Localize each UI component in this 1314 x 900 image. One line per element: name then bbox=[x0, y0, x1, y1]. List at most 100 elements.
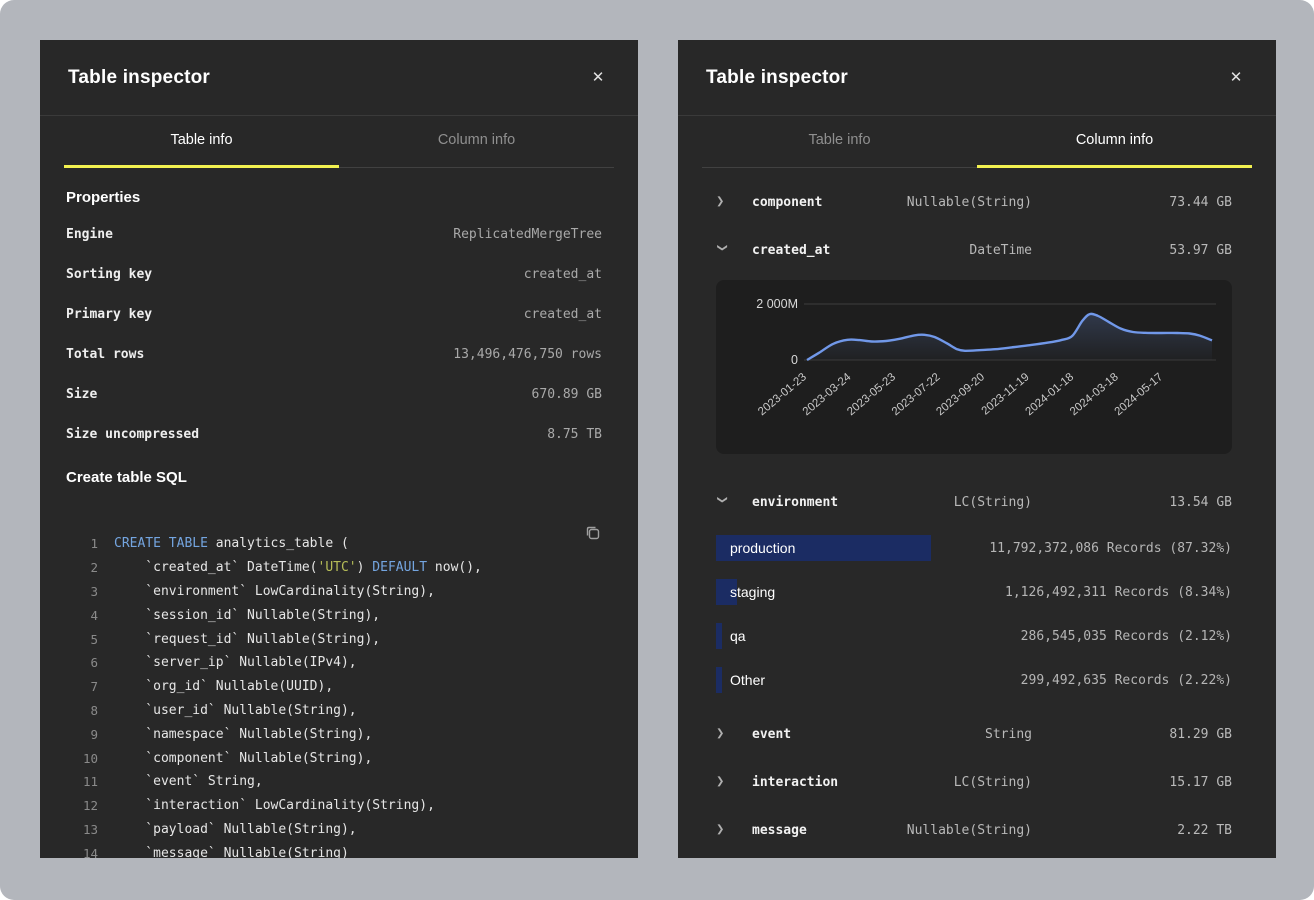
sql-token: `created_at` DateTime( bbox=[114, 560, 318, 575]
chevron-right-icon: ❯ bbox=[716, 728, 728, 739]
value-records: 286,545,035 Records (2.12%) bbox=[1021, 629, 1232, 644]
property-value: created_at bbox=[524, 267, 602, 282]
column-name: interaction bbox=[752, 775, 892, 790]
sql-token: CREATE TABLE bbox=[114, 536, 208, 551]
value-records: 1,126,492,311 Records (8.34%) bbox=[1005, 585, 1232, 600]
copy-button[interactable] bbox=[584, 524, 602, 547]
close-icon[interactable]: ✕ bbox=[586, 66, 610, 90]
x-axis-tick: 2024-05-17 bbox=[1113, 371, 1166, 418]
column-size: 13.54 GB bbox=[1032, 495, 1232, 510]
column-row-interaction[interactable]: ❯interactionLC(String)15.17 GB bbox=[678, 758, 1276, 806]
sql-token: `message` Nullable(String) bbox=[114, 846, 349, 858]
modal-header: Table inspector ✕ bbox=[40, 40, 638, 116]
line-number: 13 bbox=[66, 822, 98, 837]
value-label: production bbox=[730, 540, 795, 556]
property-label: Primary key bbox=[66, 307, 152, 322]
x-axis-tick: 2024-01-18 bbox=[1023, 371, 1076, 418]
table-inspector-modal-column-info: Table inspector ✕ Table info Column info… bbox=[678, 40, 1276, 858]
table-inspector-modal-table-info: Table inspector ✕ Table info Column info… bbox=[40, 40, 638, 858]
column-type: Nullable(String) bbox=[892, 823, 1032, 838]
property-value: created_at bbox=[524, 307, 602, 322]
x-axis-tick: 2023-09-20 bbox=[934, 371, 987, 418]
chevron-down-icon: ❯ bbox=[717, 495, 728, 507]
sql-token: `component` Nullable(String), bbox=[114, 751, 372, 766]
value-records: 299,492,635 Records (2.22%) bbox=[1021, 673, 1232, 688]
sql-code-line: 7 `org_id` Nullable(UUID), bbox=[66, 675, 612, 699]
line-number: 4 bbox=[66, 608, 98, 623]
column-name: component bbox=[752, 195, 892, 210]
sql-code-line: 8 `user_id` Nullable(String), bbox=[66, 699, 612, 723]
column-row-component[interactable]: ❯ componentNullable(String)73.44 GB bbox=[678, 178, 1276, 226]
column-size: 2.22 TB bbox=[1032, 823, 1232, 838]
chevron-right-icon: ❯ bbox=[716, 196, 728, 207]
modal-title: Table inspector bbox=[706, 67, 848, 89]
tab-column-info[interactable]: Column info bbox=[339, 116, 614, 168]
property-row: Sorting keycreated_at bbox=[40, 254, 638, 294]
sql-code-line: 5 `request_id` Nullable(String), bbox=[66, 627, 612, 651]
value-label: qa bbox=[730, 628, 746, 644]
property-value: ReplicatedMergeTree bbox=[453, 227, 602, 242]
value-bar bbox=[716, 667, 722, 693]
sql-token: `event` String, bbox=[114, 774, 263, 789]
sql-token: ) bbox=[357, 560, 373, 575]
property-value: 8.75 TB bbox=[547, 427, 602, 442]
sql-lines: 1CREATE TABLE analytics_table (2 `create… bbox=[66, 532, 612, 858]
value-bar bbox=[716, 623, 722, 649]
column-row-event[interactable]: ❯eventString81.29 GB bbox=[678, 710, 1276, 758]
line-number: 1 bbox=[66, 536, 98, 551]
sql-token: `payload` Nullable(String), bbox=[114, 822, 357, 837]
sql-token: `server_ip` Nullable(IPv4), bbox=[114, 655, 357, 670]
column-size: 15.17 GB bbox=[1032, 775, 1232, 790]
sql-token: DEFAULT bbox=[372, 560, 427, 575]
x-axis-tick: 2023-07-22 bbox=[890, 371, 943, 418]
column-name: event bbox=[752, 727, 892, 742]
column-name: created_at bbox=[752, 243, 892, 258]
column-row-environment[interactable]: ❯ environmentLC(String)13.54 GB bbox=[678, 478, 1276, 526]
column-row-created_at[interactable]: ❯created_atDateTime53.97 GB bbox=[678, 226, 1276, 274]
sql-token: `namespace` Nullable(String), bbox=[114, 727, 372, 742]
line-number: 6 bbox=[66, 655, 98, 670]
property-label: Engine bbox=[66, 227, 113, 242]
column-type: String bbox=[892, 727, 1032, 742]
sql-code-line: 6 `server_ip` Nullable(IPv4), bbox=[66, 651, 612, 675]
property-label: Size uncompressed bbox=[66, 427, 199, 442]
x-axis-tick: 2024-03-18 bbox=[1068, 371, 1121, 418]
line-number: 11 bbox=[66, 774, 98, 789]
line-number: 2 bbox=[66, 560, 98, 575]
column-type: Nullable(String) bbox=[892, 195, 1032, 210]
sql-token: 'UTC' bbox=[318, 560, 357, 575]
property-row: Size670.89 GB bbox=[40, 374, 638, 414]
sql-token: now(), bbox=[427, 560, 482, 575]
sql-code-line: 1CREATE TABLE analytics_table ( bbox=[66, 532, 612, 556]
value-row-staging: staging 1,126,492,311 Records (8.34%) bbox=[716, 570, 1232, 614]
sql-code-line: 10 `component` Nullable(String), bbox=[66, 746, 612, 770]
sql-token: `interaction` LowCardinality(String), bbox=[114, 798, 435, 813]
property-row: Primary key created_at bbox=[40, 294, 638, 334]
tab-table-info[interactable]: Table info bbox=[702, 116, 977, 168]
tab-bar: Table info Column info bbox=[678, 116, 1276, 168]
line-number: 14 bbox=[66, 846, 98, 858]
created-at-distribution-chart: 2 000M02023-01-232023-03-242023-05-23202… bbox=[716, 280, 1232, 454]
tab-column-info[interactable]: Column info bbox=[977, 116, 1252, 168]
property-label: Total rows bbox=[66, 347, 144, 362]
column-name: environment bbox=[752, 495, 892, 510]
modal-title: Table inspector bbox=[68, 67, 210, 89]
value-label: staging bbox=[730, 584, 775, 600]
tab-table-info[interactable]: Table info bbox=[64, 116, 339, 168]
column-size: 53.97 GB bbox=[1032, 243, 1232, 258]
line-number: 5 bbox=[66, 632, 98, 647]
value-row-other: Other 299,492,635 Records (2.22%) bbox=[716, 658, 1232, 702]
column-list: ❯componentNullable(String)73.44 GB❯creat… bbox=[678, 178, 1276, 854]
sql-code-line: 4 `session_id` Nullable(String), bbox=[66, 603, 612, 627]
environment-value-breakdown: production11,792,372,086 Records (87.32%… bbox=[716, 526, 1232, 702]
column-size: 73.44 GB bbox=[1032, 195, 1232, 210]
line-number: 12 bbox=[66, 798, 98, 813]
column-type: LC(String) bbox=[892, 495, 1032, 510]
column-row-message[interactable]: ❯messageNullable(String)2.22 TB bbox=[678, 806, 1276, 854]
chevron-right-icon: ❯ bbox=[716, 776, 728, 787]
line-number: 7 bbox=[66, 679, 98, 694]
sql-token: `user_id` Nullable(String), bbox=[114, 703, 357, 718]
value-label: Other bbox=[730, 672, 765, 688]
property-value: 13,496,476,750 rows bbox=[453, 347, 602, 362]
close-icon[interactable]: ✕ bbox=[1224, 66, 1248, 90]
